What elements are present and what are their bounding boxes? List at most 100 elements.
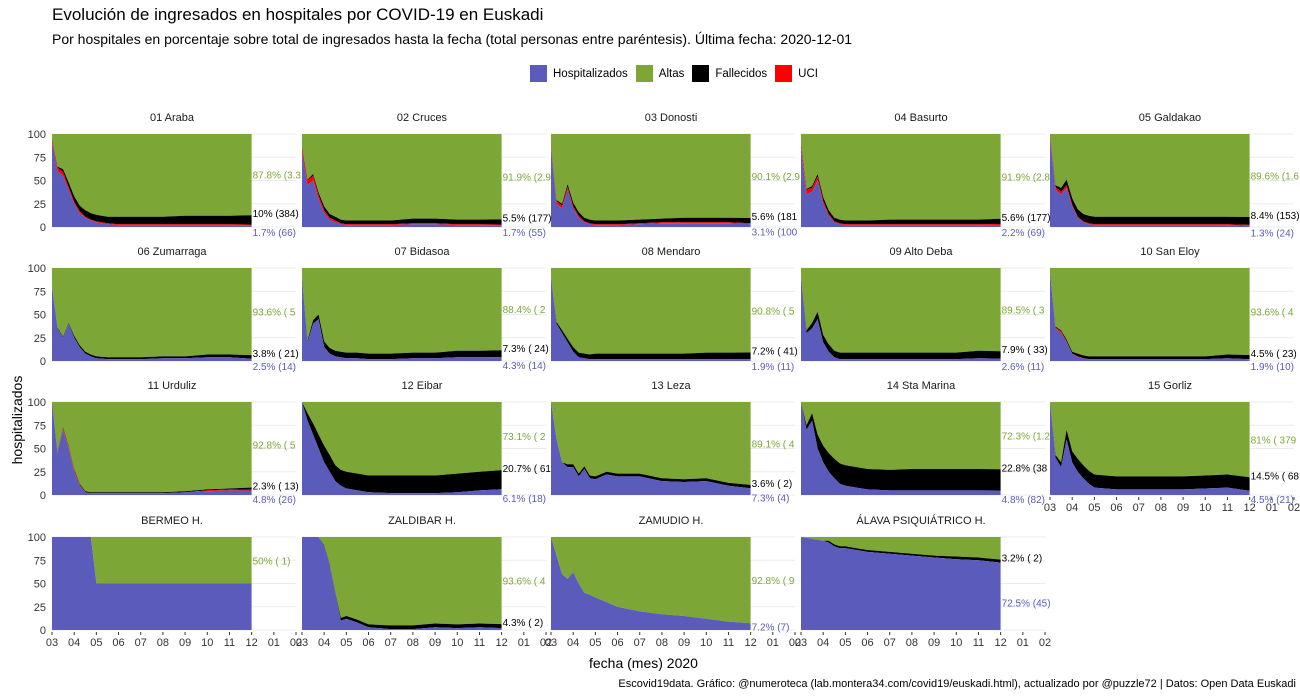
- end-label-hospitalizados: 1.7% (66): [253, 228, 296, 239]
- y-tick-label: 50: [34, 310, 46, 322]
- legend-swatch-hospitalizados: [530, 65, 547, 82]
- x-tick-label: 05: [90, 637, 102, 649]
- area-hospitalizados: [302, 277, 502, 361]
- facet-panel: 02 Cruces 91.9% (2.9 5.5% (177) 1.7% (55): [302, 112, 552, 239]
- end-label-altas: 81% ( 379: [1251, 436, 1297, 447]
- y-tick-label: 25: [34, 602, 46, 614]
- end-label-fallecidos: 7.9% ( 33): [1002, 345, 1048, 356]
- x-tick-label: 09: [678, 637, 690, 649]
- area-altas: [52, 537, 252, 584]
- area-hospitalizados: [551, 402, 751, 495]
- x-tick-label: 04: [567, 637, 579, 649]
- area-fallecidos: [1050, 402, 1250, 491]
- end-label-hospitalizados: 4.8% (82): [1002, 495, 1045, 506]
- y-tick-label: 0: [40, 625, 46, 637]
- end-label-altas: 91.9% (2.8: [1002, 172, 1051, 183]
- area-hospitalizados: [1050, 402, 1250, 495]
- facet-title: 04 Basurto: [894, 112, 947, 124]
- x-tick-label: 08: [656, 637, 668, 649]
- facet-panel: 05 Galdakao 89.6% (1.6 8.4% (153) 1.3% (24): [1050, 112, 1300, 239]
- facet-panel: 07 Bidasoa 88.4% ( 2 7.3% ( 24) 4.3% (14): [302, 246, 549, 372]
- area-altas: [52, 268, 252, 358]
- facet-panel: BERMEO H. 0 25 50 75 100 50% ( 1) 03 04 05 06 07 08 0…: [28, 515, 302, 649]
- y-tick-label: 0: [40, 490, 46, 502]
- x-tick-label: 02: [1039, 637, 1051, 649]
- x-tick-label: 12: [995, 637, 1007, 649]
- area-hospitalizados: [52, 537, 252, 630]
- x-tick-label: 11: [1222, 502, 1233, 514]
- area-hospitalizados: [801, 402, 1001, 495]
- area-fallecidos: [801, 537, 1001, 563]
- end-label-hospitalizados: 1.9% (10): [1251, 362, 1294, 373]
- end-label-hospitalizados: 1.9% (11): [752, 362, 795, 373]
- x-tick-label: 07: [884, 637, 896, 649]
- x-tick-label: 10: [451, 637, 463, 649]
- x-tick-label: 03: [795, 637, 807, 649]
- legend-swatch-uci: [775, 65, 793, 82]
- legend-swatch-fallecidos: [692, 65, 710, 82]
- x-tick-label: 06: [1110, 502, 1122, 514]
- end-label-fallecidos: 10% (384): [253, 209, 299, 220]
- facet-title: BERMEO H.: [141, 515, 203, 527]
- x-tick-label: 10: [950, 637, 962, 649]
- y-tick-label: 50: [34, 444, 46, 456]
- area-altas: [801, 268, 1001, 353]
- end-label-hospitalizados: 4.5% (21): [1251, 495, 1294, 506]
- y-tick-label: 25: [34, 467, 46, 479]
- end-label-fallecidos: 20.7% ( 61: [503, 464, 552, 475]
- x-tick-label: 04: [318, 637, 330, 649]
- facet-title: 12 Eibar: [402, 380, 443, 392]
- end-label-altas: 89.6% (1.6: [1251, 172, 1300, 183]
- end-label-fallecidos: 3.2% ( 2): [1002, 554, 1043, 565]
- x-tick-label: 12: [246, 637, 258, 649]
- area-hospitalizados: [801, 277, 1001, 361]
- x-tick-label: 04: [817, 637, 829, 649]
- area-altas: [801, 134, 1001, 221]
- facet-panel: ÁLAVA PSIQUIÁTRICO H. 3.2% ( 2) 72.5% (45)…: [795, 514, 1051, 649]
- area-altas: [551, 402, 751, 485]
- area-hospitalizados: [302, 152, 502, 227]
- end-label-altas: 88.4% ( 2: [503, 305, 546, 316]
- area-hospitalizados: [1050, 138, 1250, 227]
- x-tick-label: 05: [839, 637, 851, 649]
- y-axis-label: hospitalizados: [9, 375, 25, 465]
- facet-panel: 12 Eibar 73.1% ( 2 20.7% ( 61 6.1% (18): [302, 380, 551, 505]
- legend-label: Altas: [658, 67, 685, 80]
- end-label-altas: 91.9% (2.9: [503, 173, 552, 184]
- area-altas: [801, 402, 1001, 470]
- end-label-fallecidos: 22.8% (38: [1002, 463, 1048, 474]
- end-label-hospitalizados: 7.2% (7): [752, 623, 790, 634]
- facet-panel: 01 Araba 0 25 50 75 100 87.8% (3.3 10% (384) 1.7…: [28, 112, 302, 239]
- area-altas: [302, 402, 502, 476]
- area-hospitalizados: [1050, 272, 1250, 361]
- end-label-hospitalizados: 4.8% (26): [253, 495, 296, 506]
- y-tick-label: 25: [34, 333, 46, 345]
- area-hospitalizados: [801, 147, 1001, 227]
- end-label-altas: 93.6% ( 5: [253, 308, 296, 319]
- x-tick-label: 09: [179, 637, 191, 649]
- area-fallecidos: [801, 402, 1001, 491]
- x-axis-label: fecha (mes) 2020: [589, 655, 698, 671]
- legend-label: UCI: [798, 67, 818, 80]
- x-tick-label: 11: [723, 637, 734, 649]
- area-altas: [302, 268, 502, 354]
- area-altas: [52, 402, 252, 493]
- facet-panel: 13 Leza 89.1% ( 4 3.6% ( 2) 7.3% (4): [551, 380, 795, 505]
- facet-title: 13 Leza: [651, 380, 691, 392]
- facet-title: 03 Donosti: [645, 112, 698, 124]
- end-label-altas: 93.6% ( 4: [1251, 308, 1294, 319]
- area-altas: [551, 537, 751, 624]
- x-tick-label: 01: [1017, 637, 1029, 649]
- y-tick-label: 50: [34, 579, 46, 591]
- facet-title: 09 Alto Deba: [890, 246, 954, 258]
- end-label-fallecidos: 14.5% ( 68: [1251, 471, 1300, 482]
- facet-panel: ZAMUDIO H. 92.8% ( 9 7.2% (7) 03 04 05 06 07 08 0…: [545, 515, 801, 649]
- x-tick-label: 08: [407, 637, 419, 649]
- area-altas: [801, 537, 1001, 560]
- end-label-altas: 72.3% (1.2: [1002, 432, 1051, 443]
- x-tick-label: 09: [928, 637, 940, 649]
- x-tick-label: 03: [545, 637, 557, 649]
- facet-panel: 04 Basurto 91.9% (2.8 5.6% (177) 2.2% (69): [801, 112, 1051, 239]
- end-label-altas: 93.6% ( 4: [503, 577, 546, 588]
- y-tick-label: 75: [34, 286, 46, 298]
